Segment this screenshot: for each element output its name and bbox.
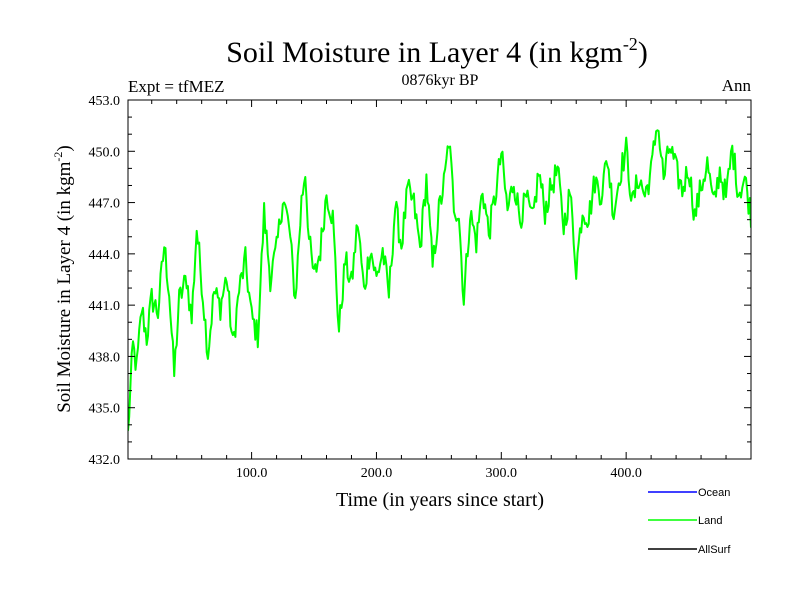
y-tick-label: 447.0 bbox=[89, 197, 121, 212]
chart-title-main: Soil Moisture in Layer 4 (in kgm bbox=[226, 36, 623, 69]
y-tick-label: 432.0 bbox=[89, 453, 121, 468]
y-tick-label: 438.0 bbox=[89, 350, 121, 365]
y-tick-label: 450.0 bbox=[89, 145, 121, 160]
experiment-label: Expt = tfMEZ bbox=[128, 77, 224, 96]
chart-title: Soil Moisture in Layer 4 (in kgm-2) bbox=[226, 34, 648, 69]
y-axis-label-exponent: -2 bbox=[51, 152, 65, 162]
x-tick-label: 300.0 bbox=[486, 466, 518, 481]
y-tick-label: 444.0 bbox=[89, 248, 121, 263]
series-line-land bbox=[128, 129, 751, 431]
legend-label-allsurf: AllSurf bbox=[698, 544, 731, 556]
y-axis-label-suffix: ) bbox=[54, 145, 75, 151]
x-tick-label: 100.0 bbox=[236, 466, 268, 481]
y-axis-label-main: Soil Moisture in Layer 4 (in kgm bbox=[54, 161, 75, 412]
period-label: 0876kyr BP bbox=[402, 72, 479, 89]
y-axis-label: Soil Moisture in Layer 4 (in kgm-2) bbox=[51, 145, 75, 413]
x-axis-label: Time (in years since start) bbox=[336, 489, 544, 511]
legend-label-ocean: Ocean bbox=[698, 487, 730, 499]
series-layer bbox=[128, 129, 751, 431]
plot-frame bbox=[127, 99, 752, 460]
chart-title-exponent: -2 bbox=[623, 34, 638, 54]
x-tick-label: 400.0 bbox=[610, 466, 642, 481]
legend-label-land: Land bbox=[698, 515, 722, 527]
y-tick-label: 435.0 bbox=[89, 402, 121, 417]
chart-title-suffix: ) bbox=[638, 36, 648, 69]
legend: Ocean Land AllSurf bbox=[648, 487, 731, 556]
ticks-layer: 432.0 435.0 438.0 441.0 444.0 447.0 450.0 453.0… bbox=[89, 94, 751, 481]
season-label: Ann bbox=[722, 76, 752, 95]
y-tick-label: 453.0 bbox=[89, 94, 121, 109]
x-tick-label: 200.0 bbox=[361, 466, 393, 481]
y-tick-label: 441.0 bbox=[89, 299, 121, 314]
